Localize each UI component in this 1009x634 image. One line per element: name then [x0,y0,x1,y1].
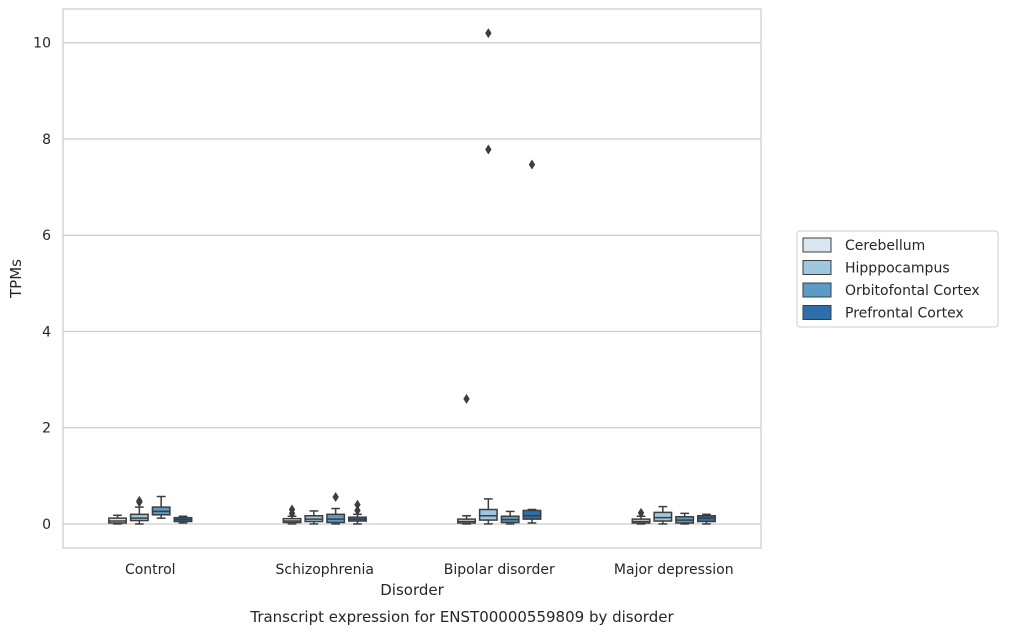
y-tick-labels: 0 2 4 6 8 10 [33,36,51,533]
y-tick-label: 8 [42,132,51,148]
box-3-2 [675,512,695,525]
box-body [522,509,542,520]
box-3-0 [631,507,651,525]
outlier-point [485,144,492,155]
box-1-3 [347,499,367,525]
outlier-point [463,393,470,404]
legend-label: Hipppocampus [845,261,950,277]
box-body [653,511,673,522]
outlier-point [332,491,339,502]
y-tick-label: 2 [42,421,51,437]
outlier-point [354,499,361,510]
box-0-2 [151,495,171,519]
box-2-1 [478,28,498,525]
legend-frame [796,230,999,328]
legend-label: Cerebellum [845,238,925,254]
box-0-1 [129,495,149,525]
y-tick-label: 4 [42,324,51,340]
x-tick-label: Control [125,562,176,578]
box-1-0 [282,504,302,525]
y-gridlines [63,42,761,525]
outlier-point [528,159,536,170]
x-tick-label: Bipolar disorder [444,562,555,578]
box-1-1 [304,510,324,525]
box-3-1 [653,505,673,525]
outlier-point [637,507,645,518]
box-body [478,508,498,521]
x-tick-label: Schizophrenia [276,562,374,578]
outlier-point [485,28,492,39]
box-marks [108,28,716,525]
y-tick-label: 6 [42,228,51,244]
plot-frame [62,8,762,549]
box-2-3 [522,159,542,524]
outlier-point [136,495,143,506]
box-0-3 [173,515,193,524]
box-2-0 [457,393,477,525]
chart-caption: Transcript expression for ENST0000055980… [249,608,674,626]
legend-swatch [802,237,832,253]
box-0-0 [108,514,128,525]
legend-swatch [802,282,832,298]
box-2-2 [500,510,520,525]
y-axis-title: TPMs [7,259,25,299]
y-tick-label: 10 [33,36,51,52]
y-tick-label: 0 [42,517,51,533]
legend-swatch [802,305,832,320]
x-tick-labels: Control Schizophrenia Bipolar disorder Majo… [125,562,734,578]
box-1-2 [326,491,346,525]
x-axis-title: Disorder [380,581,444,599]
legend-label: Prefrontal Cortex [845,306,964,322]
box-3-3 [696,513,716,525]
legend: Cerebellum Hipppocampus Orbitofontal Corte… [796,230,999,328]
outlier-point [288,504,296,515]
legend-swatch [802,260,832,275]
outlier-point [354,505,361,516]
x-tick-label: Major depression [614,562,734,578]
legend-label: Orbitofontal Cortex [845,283,980,299]
